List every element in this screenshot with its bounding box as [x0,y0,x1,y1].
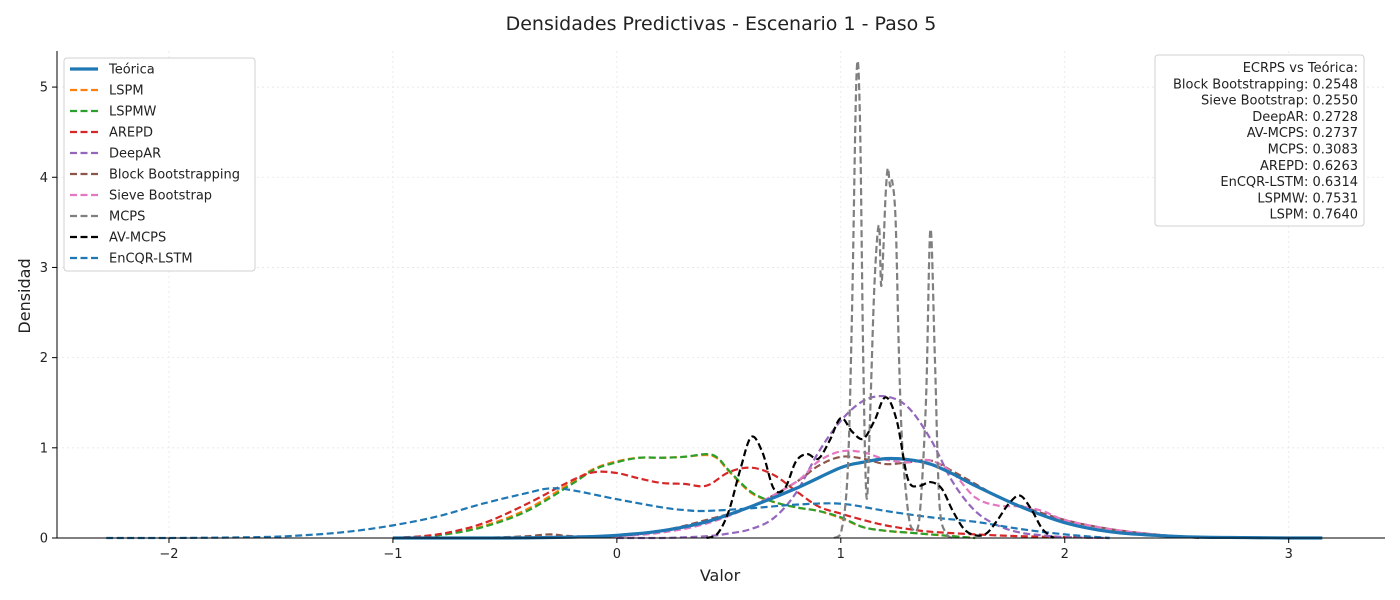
legend-label: Teórica [108,63,155,78]
legend-label: LSPMW [109,105,157,120]
series-line-encqr-lstm [106,487,1110,540]
legend-label: Block Bootstrapping [109,168,240,183]
series-line-mcps [833,60,954,540]
x-tick-label: 3 [1285,547,1293,562]
annotation-line: LSPMW: 0.7531 [1257,191,1358,206]
legend-frame [63,57,256,272]
series-line-te-rica [392,456,1323,540]
y-tick-label: 3 [40,261,48,276]
y-tick-label: 5 [40,81,48,96]
legend-label: EnCQR-LSTM [109,252,193,267]
annotation-line: Block Bootstrapping: 0.2548 [1173,77,1358,92]
annotation-title: ECRPS vs Teórica: [1243,61,1358,76]
annotation-line: Sieve Bootstrap: 0.2550 [1201,94,1358,109]
annotation-line: AV-MCPS: 0.2737 [1247,126,1358,141]
legend-label: AV-MCPS [109,231,166,246]
x-tick-label: 2 [1061,547,1069,562]
x-axis-title: Valor [700,566,741,585]
plot-area [106,60,1323,540]
annotation-line: AREPD: 0.6263 [1260,159,1358,174]
y-tick-label: 0 [40,532,48,547]
y-tick-label: 4 [40,171,48,186]
annotation-line: EnCQR-LSTM: 0.6314 [1220,175,1358,190]
annotation-line: DeepAR: 0.2728 [1252,110,1358,125]
x-tick-label: 1 [837,547,845,562]
legend-label: Sieve Bootstrap [109,189,212,204]
x-tick-label: −2 [159,547,178,562]
series-line-lspmw [392,453,976,540]
axes: −2 −1 0 1 2 3 0 1 2 3 4 5 [40,51,1385,562]
y-tick-label: 2 [40,351,48,366]
legend-label: AREPD [109,126,153,141]
chart-title: Densidades Predictivas - Escenario 1 - P… [506,13,937,35]
series-line-arepd [392,466,1110,540]
legend-label: MCPS [109,210,145,225]
x-tick-label: 0 [613,547,621,562]
y-axis-title: Densidad [15,258,34,333]
series-line-deepar [616,395,1110,540]
annotation-line: MCPS: 0.3083 [1268,143,1358,158]
annotation-frame [1154,54,1365,227]
series-line-sieve-bootstrap [527,449,1200,540]
annotation-line: LSPM: 0.7640 [1269,208,1358,223]
x-tick-label: −1 [383,547,402,562]
legend-label: DeepAR [109,147,161,162]
legend: Teórica LSPM LSPMW AREPD DeepAR Block Bootstr… [63,57,256,272]
ecrps-annotation-box: ECRPS vs Teórica:Block Bootstrapping: 0.… [1154,54,1365,227]
series-line-av-mcps [706,396,1055,540]
legend-label: LSPM [109,84,144,99]
y-tick-label: 1 [40,441,48,456]
